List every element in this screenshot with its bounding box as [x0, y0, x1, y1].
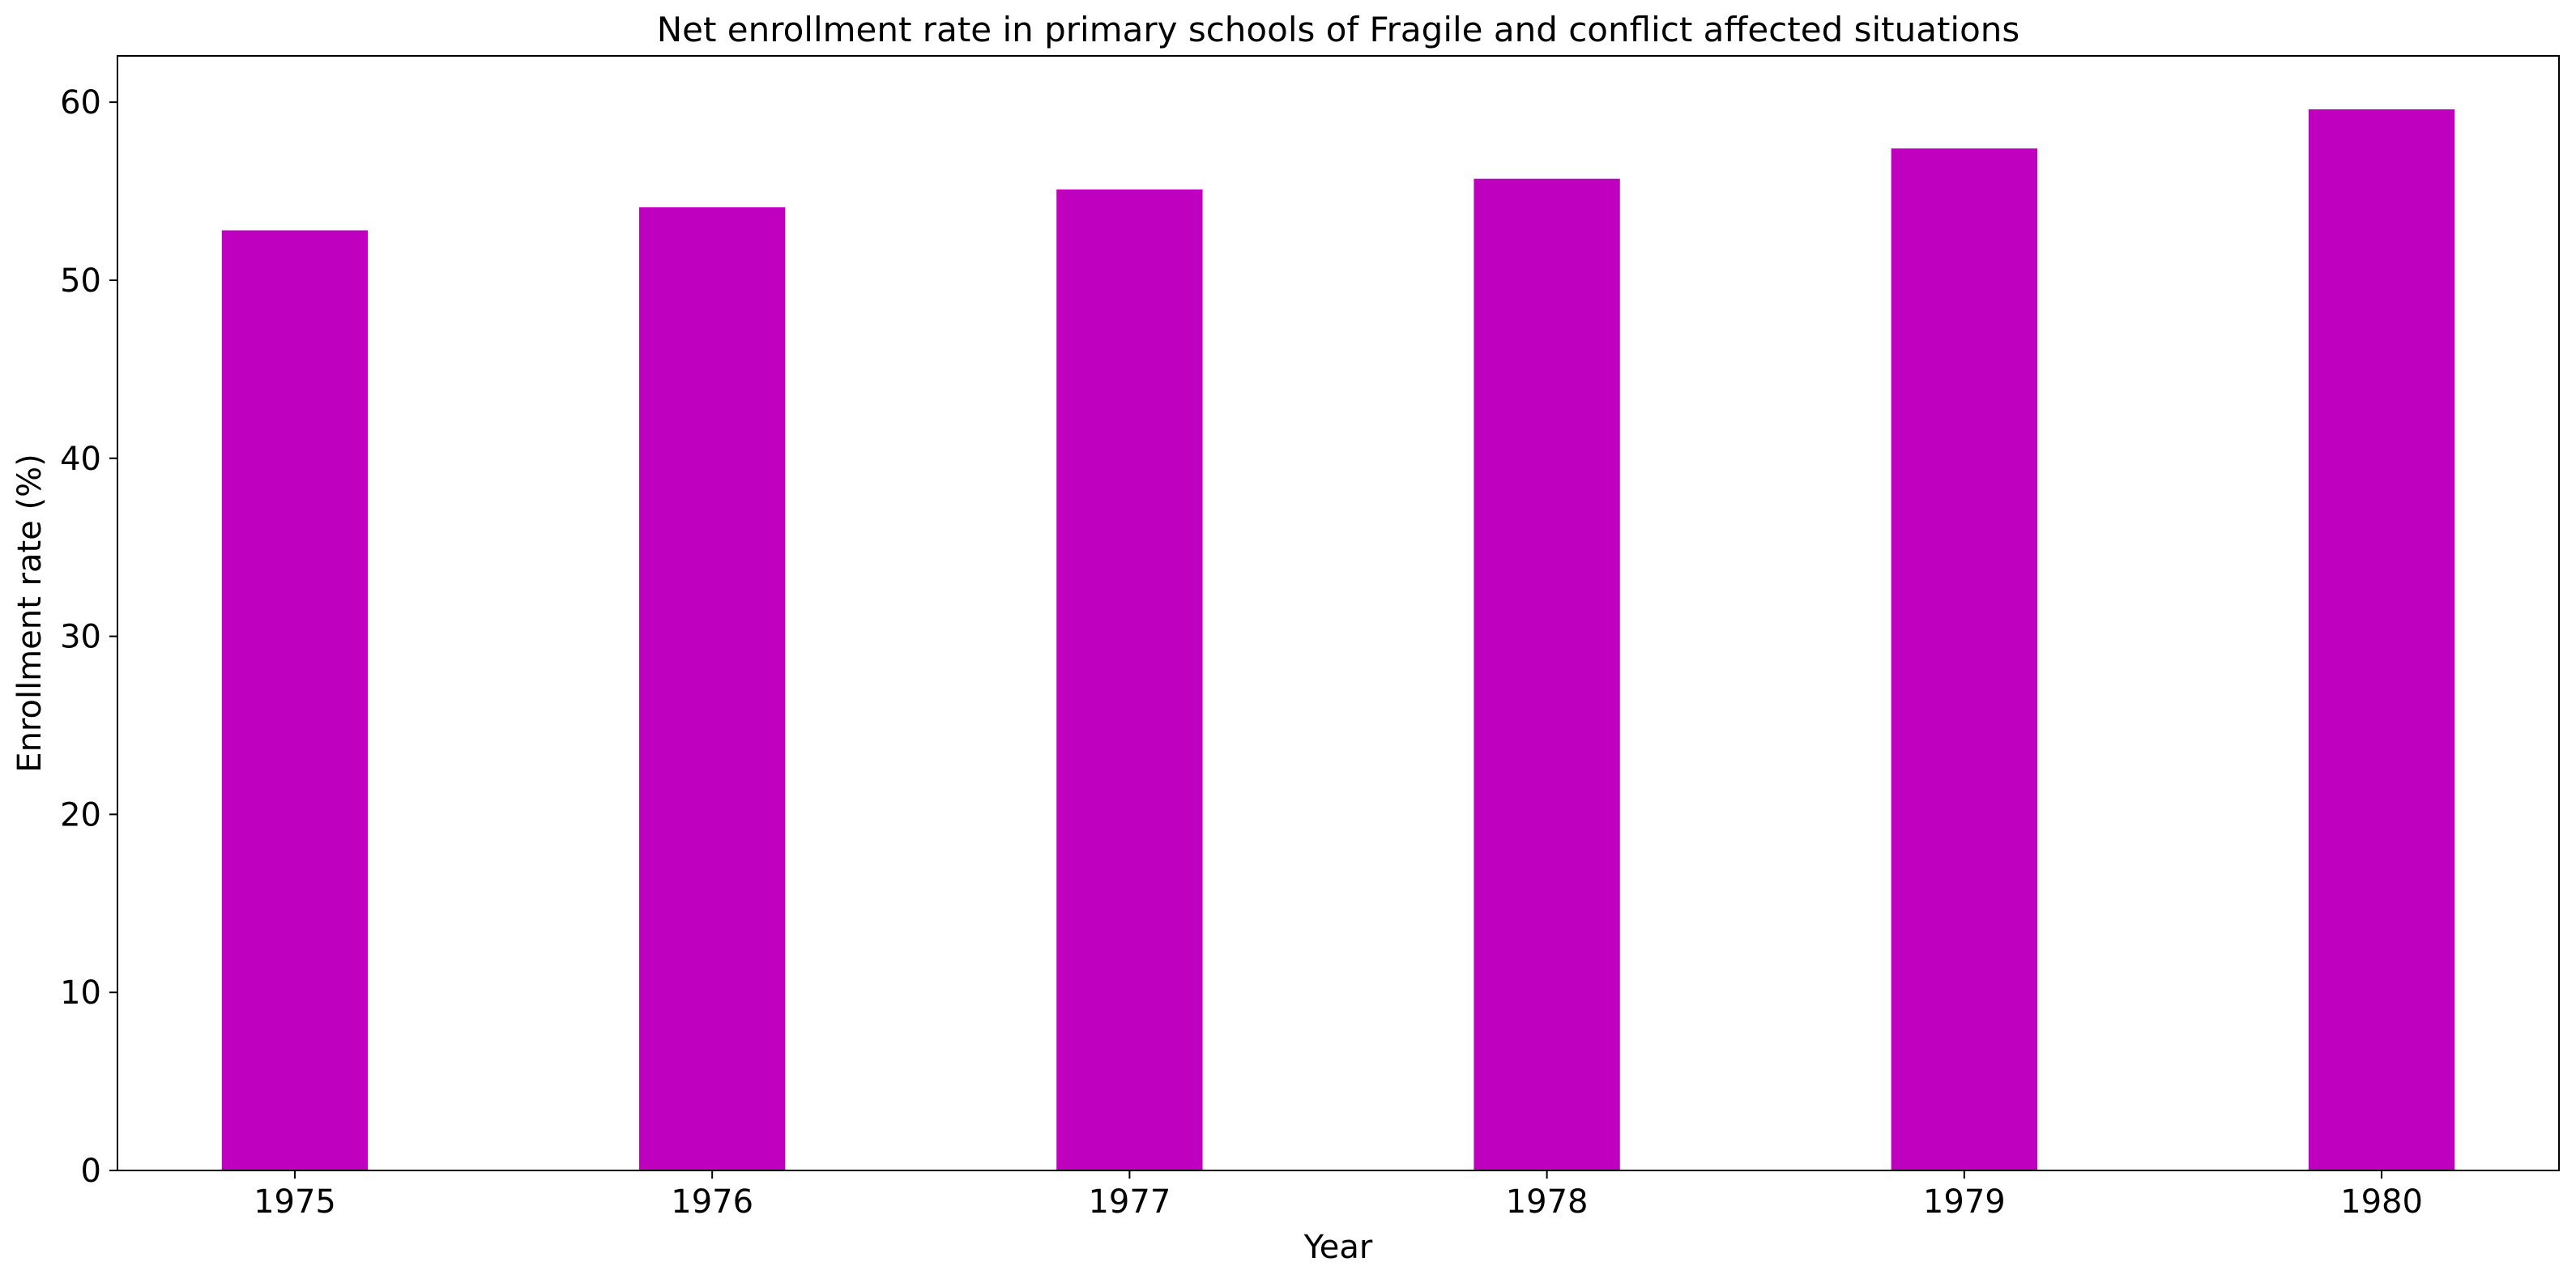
y-tick-label: 10 — [60, 974, 101, 1012]
bar-1977 — [1056, 189, 1203, 1171]
y-tick-label: 20 — [60, 796, 101, 833]
x-tick-label: 1975 — [254, 1183, 336, 1221]
bar-1979 — [1891, 148, 2037, 1171]
y-tick-label: 30 — [60, 619, 101, 656]
x-tick-label: 1976 — [671, 1183, 753, 1221]
chart-title: Net enrollment rate in primary schools o… — [657, 10, 2020, 49]
y-tick-label: 50 — [60, 262, 101, 300]
plot-area-frame — [117, 55, 2560, 1171]
y-tick-label: 60 — [60, 84, 101, 122]
bar-1976 — [639, 207, 786, 1171]
bar-1975 — [221, 230, 369, 1171]
y-tick-label: 40 — [60, 441, 101, 478]
x-tick-label: 1978 — [1506, 1183, 1589, 1221]
bar-1978 — [1474, 178, 1620, 1170]
x-tick-label: 1980 — [2340, 1183, 2423, 1221]
bar-1980 — [2308, 109, 2455, 1170]
y-axis-label: Enrollment rate (%) — [11, 454, 49, 772]
y-tick-label: 0 — [81, 1153, 101, 1190]
y-axis: 0 10 20 30 40 50 60 — [60, 84, 117, 1190]
x-axis: 1975 1976 1977 1978 1979 1980 — [254, 1170, 2423, 1221]
x-tick-label: 1979 — [1923, 1183, 2006, 1221]
bars-group — [221, 109, 2455, 1171]
x-axis-label: Year — [1303, 1229, 1373, 1266]
x-tick-label: 1977 — [1088, 1183, 1171, 1221]
